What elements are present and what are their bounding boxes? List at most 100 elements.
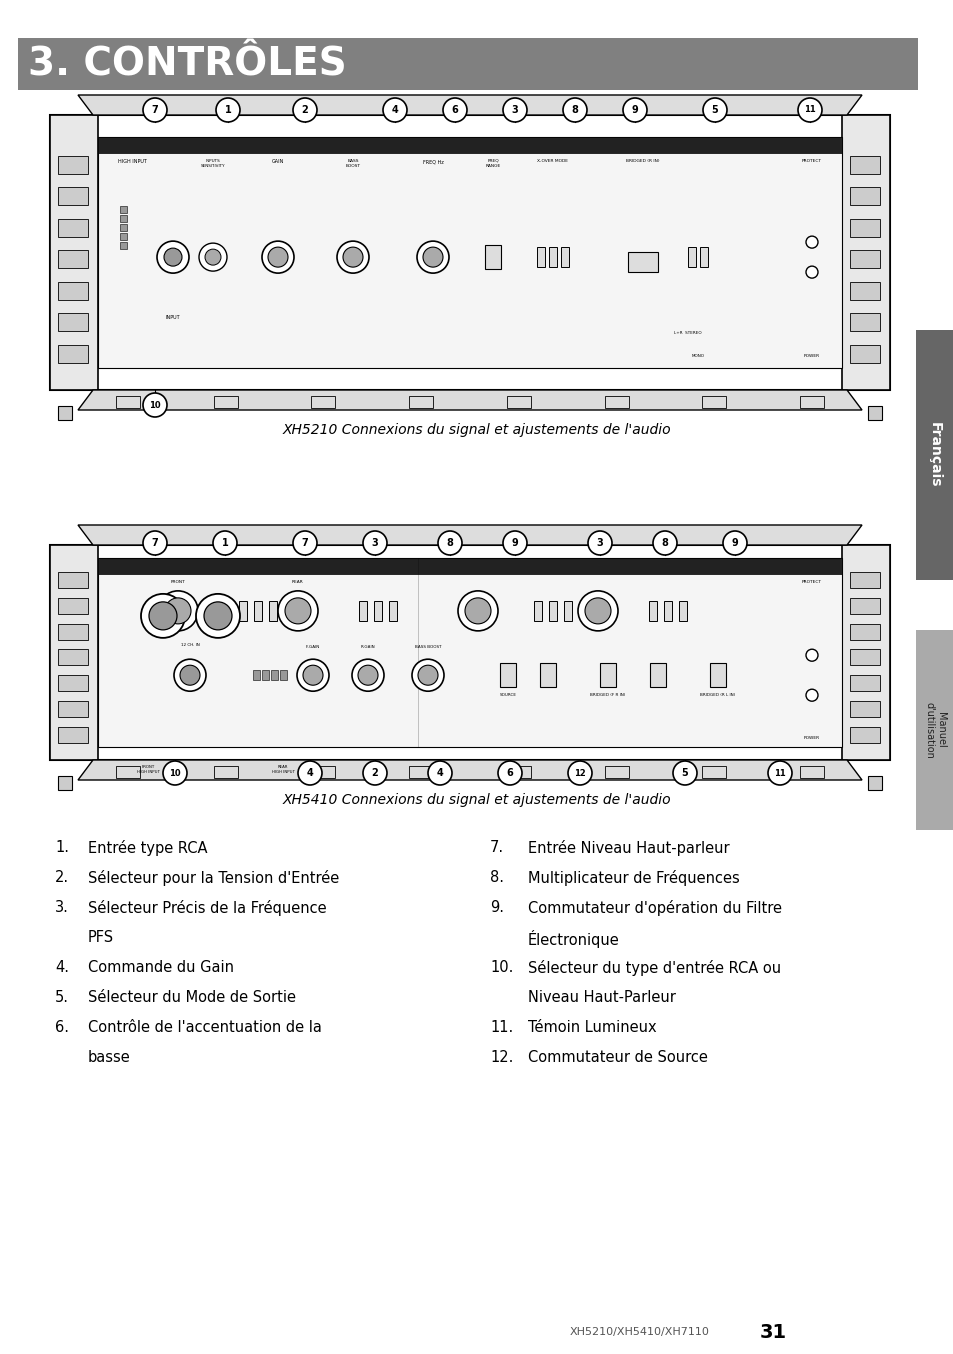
Text: POWER: POWER <box>803 355 820 359</box>
Text: 11: 11 <box>773 769 785 777</box>
Circle shape <box>622 97 646 122</box>
Bar <box>120 215 127 222</box>
Text: 5: 5 <box>711 106 718 115</box>
Bar <box>239 601 247 621</box>
Circle shape <box>428 761 452 785</box>
Circle shape <box>199 244 227 271</box>
Circle shape <box>352 659 384 691</box>
Circle shape <box>164 248 182 267</box>
Bar <box>849 250 879 268</box>
Text: 4: 4 <box>392 106 398 115</box>
Bar <box>849 187 879 206</box>
Bar <box>499 663 516 688</box>
Bar <box>700 248 707 267</box>
Text: 9.: 9. <box>490 900 503 915</box>
Bar <box>58 156 88 173</box>
Text: 7: 7 <box>301 538 308 548</box>
Text: 12.: 12. <box>490 1049 513 1066</box>
Text: FREQ Hz: FREQ Hz <box>422 158 443 164</box>
Bar <box>849 313 879 332</box>
Bar <box>389 601 396 621</box>
Text: REAR: REAR <box>292 580 304 584</box>
Circle shape <box>437 531 461 555</box>
Text: 8: 8 <box>660 538 668 548</box>
Text: Sélecteur du Mode de Sortie: Sélecteur du Mode de Sortie <box>88 990 295 1005</box>
Text: 3: 3 <box>596 538 602 548</box>
Bar <box>58 624 88 639</box>
Text: Commande du Gain: Commande du Gain <box>88 960 233 975</box>
Bar <box>213 766 237 779</box>
Bar <box>311 395 335 408</box>
Text: PROTECT: PROTECT <box>801 580 821 584</box>
Bar <box>58 187 88 206</box>
Text: XH5210 Connexions du signal et ajustements de l'audio: XH5210 Connexions du signal et ajustemen… <box>282 422 671 437</box>
Text: FRONT: FRONT <box>171 580 185 584</box>
Bar <box>98 558 841 747</box>
Text: 1: 1 <box>224 106 232 115</box>
Bar <box>841 115 889 390</box>
Circle shape <box>268 248 288 267</box>
Bar <box>915 630 953 830</box>
Circle shape <box>343 248 363 267</box>
Text: 8: 8 <box>571 106 578 115</box>
Text: BRIDGED (R IN): BRIDGED (R IN) <box>625 158 659 162</box>
Bar <box>679 601 686 621</box>
Bar <box>663 601 671 621</box>
Bar <box>58 650 88 665</box>
Text: BASS BOOST: BASS BOOST <box>415 646 441 649</box>
Circle shape <box>562 97 586 122</box>
Bar <box>701 395 725 408</box>
Text: PROTECT: PROTECT <box>801 158 821 162</box>
Bar <box>849 571 879 588</box>
Bar <box>701 766 725 779</box>
Bar <box>599 663 616 688</box>
Text: Sélecteur pour la Tension d'Entrée: Sélecteur pour la Tension d'Entrée <box>88 871 339 886</box>
Circle shape <box>141 594 185 638</box>
Bar <box>120 206 127 214</box>
Bar <box>280 670 287 680</box>
Bar <box>253 601 262 621</box>
Bar <box>563 601 572 621</box>
Text: 8.: 8. <box>490 871 503 886</box>
Text: INPUT: INPUT <box>166 314 180 320</box>
Text: GAIN: GAIN <box>272 158 284 164</box>
Bar <box>50 546 98 760</box>
Circle shape <box>297 761 322 785</box>
Bar <box>120 233 127 241</box>
Polygon shape <box>78 390 862 410</box>
Circle shape <box>157 241 189 274</box>
Bar <box>50 115 889 390</box>
Circle shape <box>442 97 467 122</box>
Circle shape <box>672 761 697 785</box>
Bar <box>58 282 88 299</box>
Circle shape <box>457 590 497 631</box>
Bar <box>506 766 530 779</box>
Text: BASS
BOOST: BASS BOOST <box>345 158 360 168</box>
Circle shape <box>805 689 817 701</box>
Text: Manuel
d'utilisation: Manuel d'utilisation <box>923 701 944 758</box>
Bar <box>709 663 725 688</box>
Bar <box>58 344 88 363</box>
Text: 3: 3 <box>372 538 378 548</box>
Bar <box>120 225 127 232</box>
Bar <box>58 676 88 691</box>
Circle shape <box>195 594 240 638</box>
Text: 10: 10 <box>169 769 181 777</box>
Circle shape <box>143 393 167 417</box>
Text: XH5410 Connexions du signal et ajustements de l'audio: XH5410 Connexions du signal et ajustemen… <box>282 793 671 807</box>
Text: 7: 7 <box>152 106 158 115</box>
Text: 9: 9 <box>511 538 517 548</box>
Text: Commutateur d'opération du Filtre: Commutateur d'opération du Filtre <box>527 900 781 917</box>
Bar <box>849 727 879 743</box>
Circle shape <box>584 598 610 624</box>
Circle shape <box>303 665 323 685</box>
Bar <box>849 156 879 173</box>
Circle shape <box>587 531 612 555</box>
Circle shape <box>158 590 198 631</box>
Bar <box>98 558 841 574</box>
Bar <box>58 701 88 718</box>
Circle shape <box>722 531 746 555</box>
Text: X-OVER MODE: X-OVER MODE <box>537 158 568 162</box>
Text: 2: 2 <box>372 768 378 779</box>
Bar <box>849 701 879 718</box>
